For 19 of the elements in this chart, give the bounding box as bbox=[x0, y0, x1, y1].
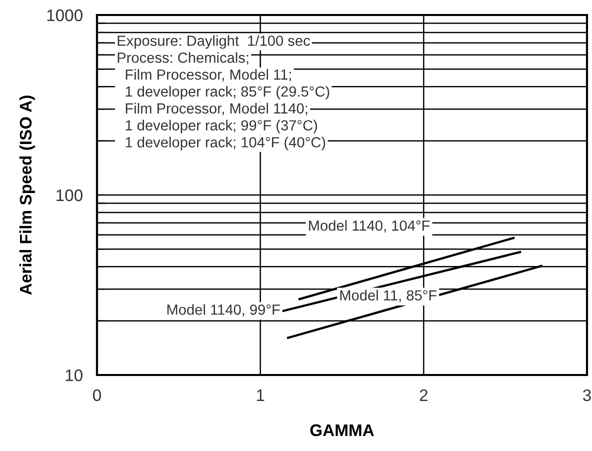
series-label: Model 1140, 99°F bbox=[167, 304, 280, 317]
x-tick-label: 3 bbox=[583, 389, 591, 402]
x-tick-label: 1 bbox=[256, 390, 264, 401]
annotation: Film Processor, Model 1140; bbox=[126, 102, 308, 116]
y-tick-label: 100 bbox=[56, 189, 82, 202]
annotation: Process: Chemicals; bbox=[118, 52, 248, 65]
y-tick-label: 10 bbox=[66, 369, 82, 382]
annotation: Exposure: Daylight 1/100 sec bbox=[118, 35, 310, 49]
y-axis-title: Aerial Film Speed (ISO A) bbox=[19, 96, 35, 295]
x-tick-label: 2 bbox=[420, 389, 428, 401]
x-axis-title: GAMMA bbox=[310, 424, 374, 436]
x-tick-label: 0 bbox=[93, 389, 101, 402]
series-label: Model 11, 85°F bbox=[340, 290, 437, 302]
annotation: 1 developer rack; 104°F (40°C) bbox=[126, 136, 326, 150]
y-tick-label: 1000 bbox=[47, 9, 82, 22]
annotation: 1 developer rack; 99°F (37°C) bbox=[126, 120, 318, 134]
annotation: Film Processor, Model 11; bbox=[126, 69, 291, 82]
annotation: 1 developer rack; 85°F (29.5°C) bbox=[126, 86, 330, 100]
series-label: Model 1140, 104°F bbox=[309, 220, 430, 233]
